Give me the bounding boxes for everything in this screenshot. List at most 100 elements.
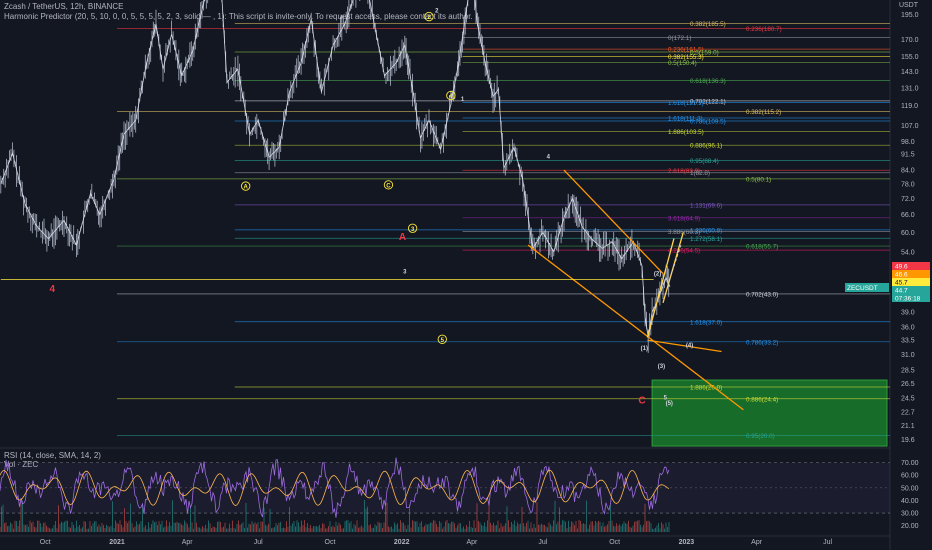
channel-upper-line: [563, 169, 664, 275]
wave-label: 2: [435, 8, 439, 14]
fib-level-label: 0.886(24.4): [746, 396, 778, 403]
price-axis-tick: 33.5: [901, 338, 915, 345]
price-tag-bg: [892, 270, 930, 278]
time-axis-tick: Jul: [254, 539, 263, 546]
time-axis-tick: Apr: [182, 539, 194, 546]
wave-label-ring: [407, 223, 418, 233]
time-axis-tick: Jul: [823, 539, 832, 546]
wave-label: (1): [641, 346, 648, 352]
fib-level-label: 0.702(43.0): [746, 291, 778, 298]
wave-label: 3: [403, 270, 407, 276]
rsi-axis-tick: 70.00: [901, 460, 919, 467]
price-axis-tick: 107.0: [901, 123, 919, 130]
fib-level-label: 0.786(33.2): [746, 339, 778, 346]
price-axis-tick: 155.0: [901, 54, 919, 61]
price-axis-tick: 39.0: [901, 310, 915, 317]
fib-level-label: 3.886(60.3): [668, 229, 700, 236]
time-axis-tick: 2023: [679, 539, 695, 546]
price-axis-tick: 119.0: [901, 103, 918, 110]
price-axis-tick: 98.0: [901, 139, 915, 146]
price-axis-tick: 54.0: [901, 249, 915, 256]
price-axis-tick: 91.5: [901, 152, 915, 159]
fib-level-label: 0.618(55.7): [746, 244, 778, 251]
price-axis-tick: 143.0: [901, 69, 919, 76]
fib-level-label: 0.702(122.1): [690, 98, 726, 105]
fib-level-label: 0.5(80.1): [746, 176, 771, 183]
price-tag: 45.7: [892, 278, 930, 287]
fib-level-label: 1.886(26.0): [690, 385, 722, 392]
projection-dashed: [667, 244, 682, 286]
price-tag-bg: [892, 286, 930, 294]
wave-label-ring: [424, 11, 434, 22]
price-axis-tick: 78.0: [901, 181, 915, 188]
wave-label: (2): [654, 272, 661, 278]
channel-lower-line: [527, 244, 744, 411]
rsi-ma-line: [0, 469, 670, 506]
fib-level-label: 1.886(103.5): [668, 129, 704, 136]
price-axis-tick: 131.0: [901, 85, 919, 92]
price-axis-tick: 72.0: [901, 196, 915, 203]
price-axis-tick: 24.5: [901, 396, 915, 403]
price-tag-text: 07:36:18: [895, 296, 921, 303]
wave-label: (3): [658, 364, 665, 370]
fib-level-label: 0.5(159.0): [690, 50, 719, 57]
ticker-tag: ZECUSDT: [845, 283, 889, 292]
symbol-title: Zcash / TetherUS, 12h, BINANCE: [4, 2, 124, 11]
wave-label: 4: [547, 154, 551, 160]
price-tag-bg: [892, 262, 930, 270]
price-axis-tick: 36.0: [901, 324, 915, 331]
wave-label: 5: [664, 396, 668, 402]
time-axis-tick: Oct: [325, 539, 336, 546]
wave-label: C: [638, 395, 645, 406]
fib-level-label: 1.618(121.1): [668, 100, 704, 107]
fib-level-label: 1.272(58.1): [690, 236, 722, 243]
fib-level-label: 0.618(136.3): [690, 78, 726, 85]
price-axis-tick: 19.6: [901, 437, 915, 444]
price-axis-tick: 26.5: [901, 381, 915, 388]
fib-level-label: 0.236(161.5): [668, 47, 704, 54]
rsi-axis-tick: 30.00: [901, 511, 919, 518]
wave-label-ring: [446, 90, 456, 101]
rsi-axis-tick: 50.00: [901, 485, 919, 492]
price-axis-tick: 66.0: [901, 212, 915, 219]
price-tag-bg: [892, 278, 930, 286]
price-axis-tick: 31.0: [901, 352, 915, 359]
rsi-label: RSI (14, close, SMA, 14, 2): [4, 451, 101, 460]
ticker-tag-bg: [845, 283, 889, 292]
time-axis-tick: Oct: [609, 539, 620, 546]
fib-level-label: 1.618(111.3): [668, 115, 703, 122]
wave-label: 4: [49, 284, 55, 295]
wave-channel-line-b: [662, 232, 684, 303]
fib-level-label: 1.131(69.6): [690, 202, 722, 209]
wave-label: C: [386, 183, 391, 189]
fib-level-label: 0.95(88.4): [690, 158, 719, 165]
price-tag-text: 49.6: [895, 264, 908, 271]
price-tag: 07:36:18: [892, 294, 930, 303]
indicator-title: Harmonic Predictor (20, 5, 10, 0, 0, 5, …: [4, 12, 473, 21]
wave-label: 2: [427, 15, 431, 21]
wave-label: 5: [441, 338, 445, 344]
time-axis-tick: Apr: [466, 539, 478, 546]
price-tag: 46.6: [892, 270, 930, 279]
price-tag-text: 44.7: [895, 288, 908, 295]
fib-level-label: 0.95(20.0): [746, 433, 775, 440]
wave-label: (4): [686, 343, 693, 349]
price-tag-text: 45.7: [895, 280, 908, 287]
rsi-axis-tick: 60.00: [901, 473, 919, 480]
price-axis-tick: 170.0: [901, 37, 919, 44]
time-axis-tick: 2021: [109, 539, 125, 546]
fib-level-label: 0.382(185.5): [690, 21, 726, 28]
price-axis-tick: 28.5: [901, 368, 915, 375]
time-axis-tick: Jul: [538, 539, 547, 546]
wave-label: A: [399, 232, 406, 243]
wave-label: 1: [461, 97, 465, 103]
price-line: [0, 0, 671, 338]
wave-label: 4: [449, 94, 453, 100]
wave-label-ring: [437, 334, 447, 344]
fib-level-label: 0.786(109.5): [690, 119, 726, 126]
price-axis-tick: 84.0: [901, 168, 915, 175]
wave-label: A: [244, 185, 249, 191]
wave-label-ring: [241, 181, 251, 191]
fib-level-label: 0.382(155.3): [668, 54, 704, 61]
